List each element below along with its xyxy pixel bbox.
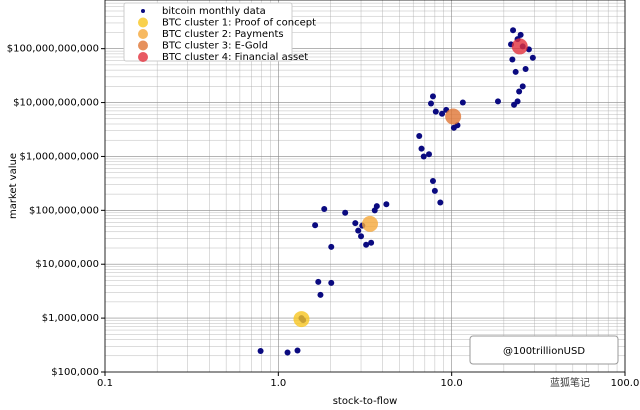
watermark: 蓝狐笔记 — [550, 376, 590, 389]
y-tick-label: $100,000,000 — [29, 205, 99, 216]
point — [368, 239, 375, 246]
point — [352, 220, 359, 227]
point — [522, 65, 529, 72]
point — [426, 151, 433, 158]
x-tick-label: 1.0 — [270, 378, 286, 389]
x-axis-label: stock-to-flow — [333, 396, 398, 407]
point — [510, 27, 517, 34]
point — [439, 110, 446, 117]
point — [511, 38, 528, 55]
point — [420, 153, 427, 160]
point — [516, 88, 523, 95]
y-tick-label: $1,000,000 — [42, 313, 99, 324]
x-tick-label: 100.0 — [611, 378, 640, 389]
point — [321, 205, 328, 212]
point — [328, 243, 335, 250]
point — [511, 101, 518, 108]
point — [363, 241, 370, 248]
point — [328, 279, 335, 286]
plot-frame — [104, 0, 626, 373]
x-tick-label: 10.0 — [441, 378, 463, 389]
point — [432, 108, 439, 115]
point — [517, 31, 524, 38]
point — [437, 199, 444, 206]
legend-label: bitcoin monthly data — [162, 6, 266, 17]
annotation: @100trillionUSD — [503, 346, 585, 357]
y-axis-label: market value — [8, 153, 19, 219]
point — [312, 222, 319, 229]
point — [257, 348, 264, 355]
legend-marker — [138, 29, 148, 39]
point — [383, 201, 390, 208]
point — [416, 132, 423, 139]
point — [293, 311, 310, 328]
legend-label: BTC cluster 2: Payments — [162, 29, 284, 40]
point — [431, 187, 438, 194]
y-tick-label: $1,000,000,000 — [19, 151, 99, 162]
point — [494, 98, 501, 105]
legend-label: BTC cluster 3: E-Gold — [162, 41, 268, 52]
point — [284, 349, 291, 356]
point — [529, 54, 536, 61]
point — [459, 99, 466, 106]
point — [445, 108, 462, 125]
point — [418, 145, 425, 152]
y-tick-label: $100,000,000,000 — [7, 44, 99, 55]
legend-marker — [138, 40, 148, 51]
legend-label: BTC cluster 1: Proof of concept — [162, 18, 316, 29]
legend-marker — [138, 17, 148, 28]
legend-label: BTC cluster 4: Financial asset — [162, 52, 308, 63]
point — [373, 203, 380, 210]
annotation-box — [469, 335, 619, 365]
point — [317, 291, 324, 298]
point — [428, 100, 435, 107]
point — [429, 178, 436, 185]
point — [519, 83, 526, 90]
point — [362, 215, 379, 232]
y-tick-label: $10,000,000,000 — [13, 98, 99, 109]
point — [355, 227, 362, 234]
legend-box — [123, 2, 293, 62]
point — [512, 68, 519, 75]
point — [315, 278, 322, 285]
y-tick-label: $10,000,000 — [35, 259, 99, 270]
point — [429, 93, 436, 100]
point — [294, 347, 301, 354]
y-tick-label: $100,000 — [51, 367, 99, 378]
legend-marker — [138, 52, 148, 62]
x-tick-label: 0.1 — [97, 378, 113, 389]
point — [358, 233, 365, 240]
point — [342, 209, 349, 216]
plot-area — [105, 0, 625, 372]
point — [509, 56, 516, 63]
legend-marker — [141, 9, 145, 13]
